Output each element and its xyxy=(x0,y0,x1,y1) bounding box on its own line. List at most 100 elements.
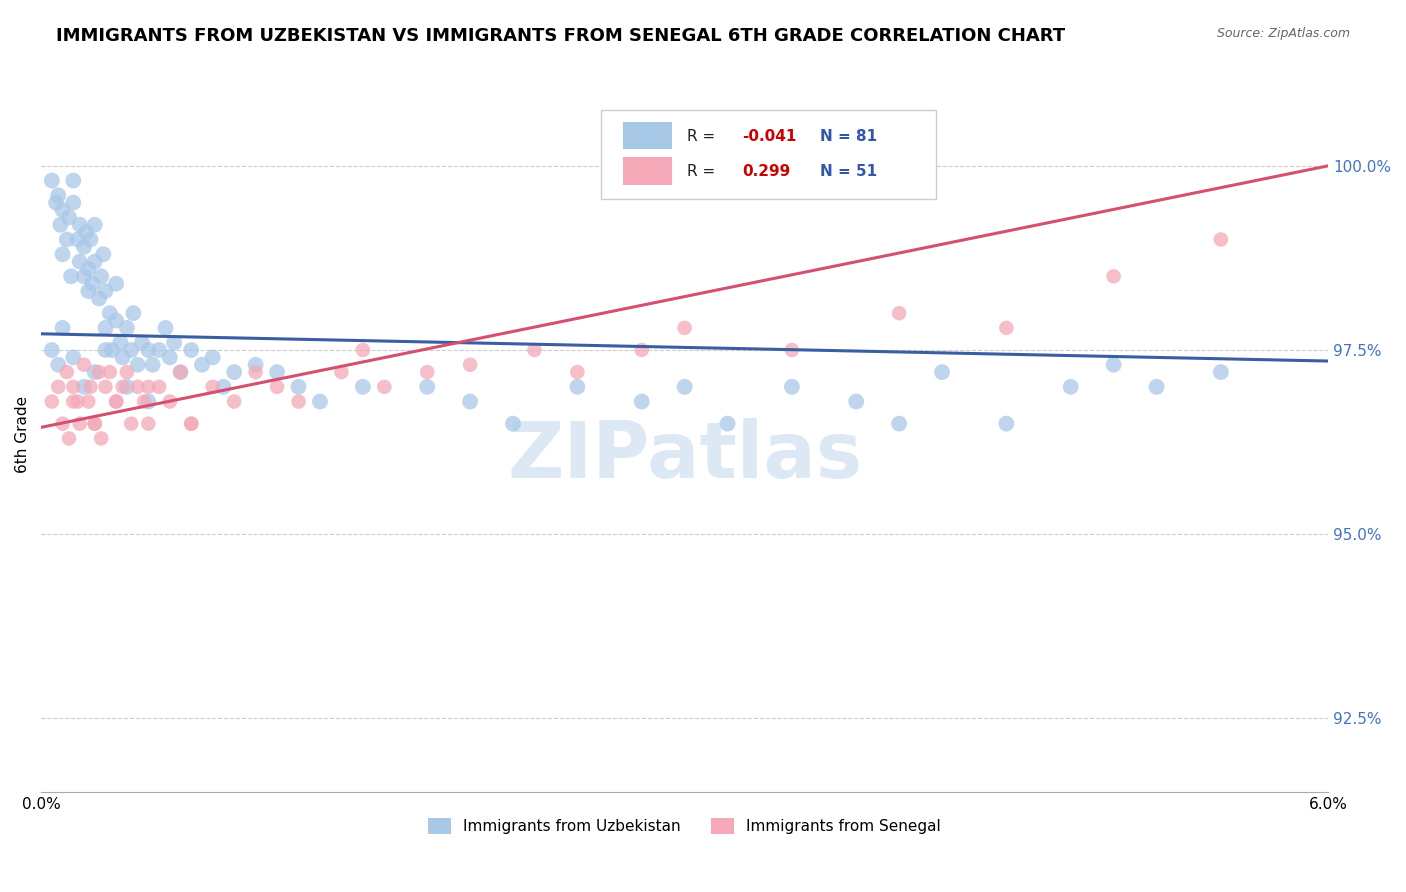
Point xyxy=(46,380,69,394)
Point xyxy=(49,218,72,232)
Point xyxy=(309,394,332,409)
Point xyxy=(77,284,100,298)
Point xyxy=(416,380,439,394)
Point xyxy=(77,262,100,277)
Point xyxy=(523,343,546,357)
Point xyxy=(224,394,246,409)
Point xyxy=(212,380,235,394)
Point xyxy=(83,254,105,268)
Point xyxy=(62,195,84,210)
Point xyxy=(41,173,63,187)
Point xyxy=(1102,269,1125,284)
Point xyxy=(502,417,524,431)
Point xyxy=(887,306,910,320)
Point xyxy=(567,380,589,394)
Text: N = 51: N = 51 xyxy=(820,164,877,179)
Point xyxy=(127,380,149,394)
Point xyxy=(780,380,803,394)
Point xyxy=(131,335,153,350)
Point xyxy=(56,365,79,379)
FancyBboxPatch shape xyxy=(600,110,935,199)
Point xyxy=(111,351,134,365)
Point xyxy=(83,218,105,232)
Point xyxy=(41,394,63,409)
Point xyxy=(73,358,96,372)
Point xyxy=(51,247,73,261)
Point xyxy=(120,417,142,431)
Point xyxy=(159,394,181,409)
Point xyxy=(115,380,138,394)
Point xyxy=(101,343,124,357)
Point xyxy=(83,417,105,431)
Point xyxy=(352,343,374,357)
Point xyxy=(180,343,202,357)
Point xyxy=(51,417,73,431)
Point xyxy=(155,321,177,335)
Point xyxy=(69,417,91,431)
Point xyxy=(458,358,481,372)
Point xyxy=(94,380,117,394)
Point xyxy=(105,394,128,409)
Text: 0.299: 0.299 xyxy=(742,164,790,179)
Point xyxy=(142,358,165,372)
Point xyxy=(630,394,652,409)
Point xyxy=(416,365,439,379)
Point xyxy=(87,292,110,306)
Point xyxy=(111,380,134,394)
Point xyxy=(83,417,105,431)
Point xyxy=(138,343,160,357)
Point xyxy=(287,380,309,394)
Point xyxy=(138,394,160,409)
Point xyxy=(60,269,83,284)
Point xyxy=(224,365,246,379)
Point xyxy=(716,417,738,431)
Point xyxy=(373,380,395,394)
Point xyxy=(266,365,288,379)
Point xyxy=(458,394,481,409)
Point xyxy=(1102,358,1125,372)
Point xyxy=(46,358,69,372)
Point xyxy=(73,269,96,284)
Point xyxy=(1060,380,1083,394)
Point xyxy=(105,313,128,327)
Point xyxy=(94,284,117,298)
Point xyxy=(191,358,214,372)
Point xyxy=(1209,232,1232,246)
Text: Source: ZipAtlas.com: Source: ZipAtlas.com xyxy=(1216,27,1350,40)
Point xyxy=(51,321,73,335)
Point xyxy=(46,188,69,202)
Point xyxy=(66,232,89,246)
Point xyxy=(330,365,353,379)
Point xyxy=(105,394,128,409)
Point xyxy=(98,306,121,320)
Point xyxy=(41,343,63,357)
Point xyxy=(127,358,149,372)
Point xyxy=(62,173,84,187)
Point xyxy=(245,358,267,372)
Point xyxy=(887,417,910,431)
Point xyxy=(673,321,696,335)
Point xyxy=(62,351,84,365)
Point xyxy=(266,380,288,394)
Point xyxy=(75,225,97,239)
Bar xyxy=(623,158,672,185)
Point xyxy=(630,343,652,357)
Point xyxy=(138,417,160,431)
Point xyxy=(56,232,79,246)
Point xyxy=(287,394,309,409)
Point xyxy=(94,321,117,335)
Point xyxy=(845,394,868,409)
Point xyxy=(51,202,73,217)
Point xyxy=(673,380,696,394)
Point xyxy=(995,321,1018,335)
Point xyxy=(45,195,67,210)
Point xyxy=(180,417,202,431)
Point xyxy=(120,343,142,357)
Point xyxy=(69,254,91,268)
Point xyxy=(122,306,145,320)
Point xyxy=(567,365,589,379)
Y-axis label: 6th Grade: 6th Grade xyxy=(15,396,30,474)
Text: R =: R = xyxy=(688,164,720,179)
Point xyxy=(79,232,101,246)
Point xyxy=(62,394,84,409)
